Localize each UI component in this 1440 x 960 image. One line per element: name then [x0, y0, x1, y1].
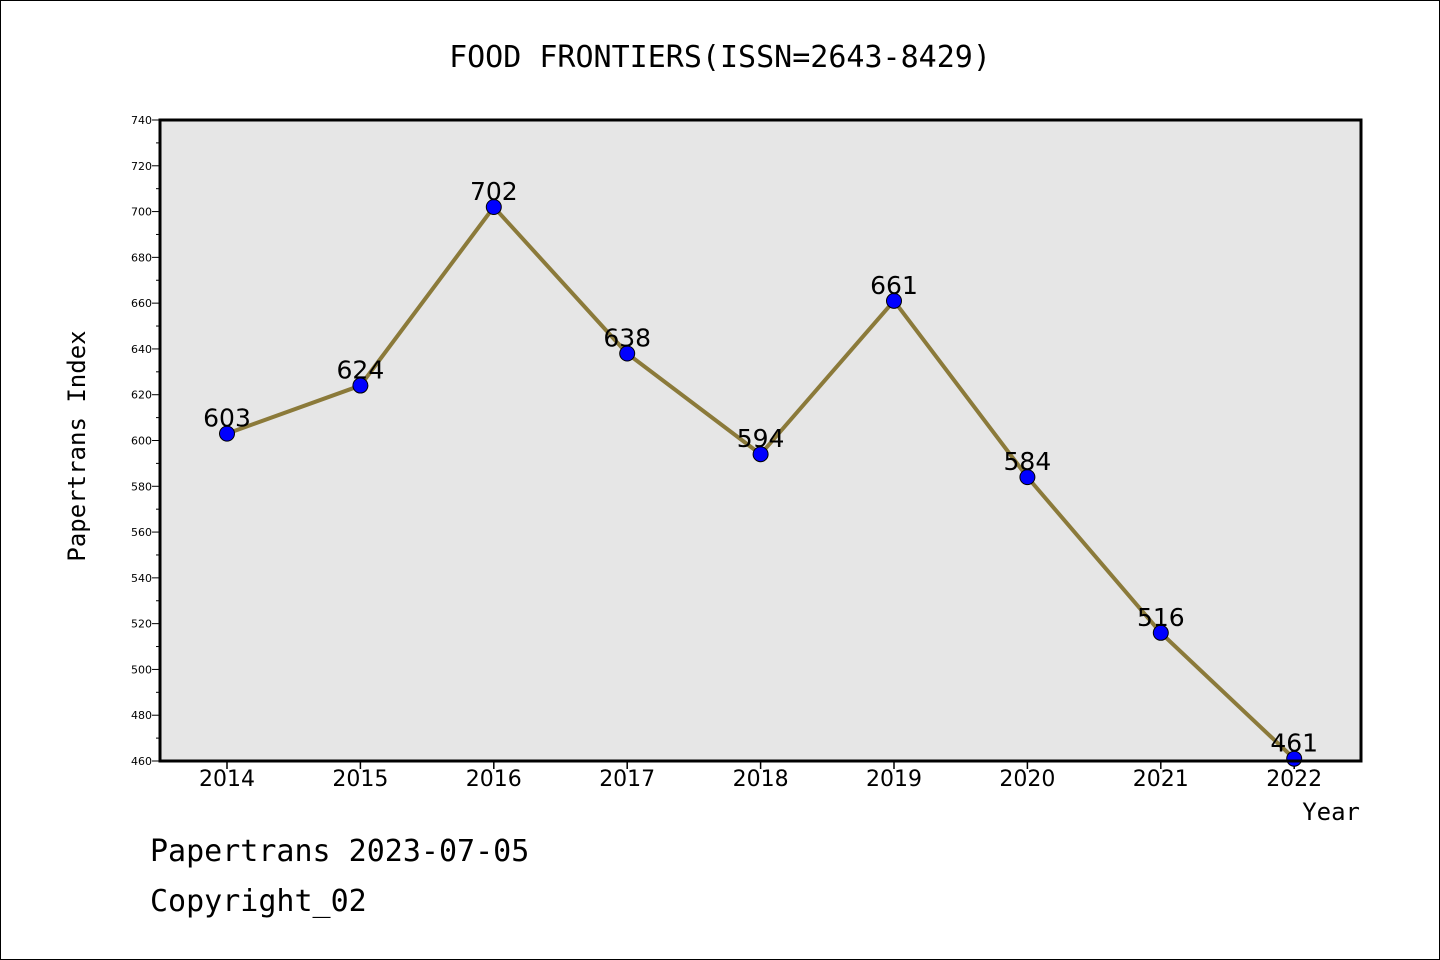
data-label: 461	[1270, 729, 1318, 758]
series-group: 603 624 702 638 594 661 584 516 461	[203, 177, 1318, 767]
y-axis: 460 480 500 520 540 560 580 600 620 640 660 680 700 7…	[131, 114, 160, 768]
y-tick-label: 580	[131, 480, 152, 493]
y-tick-label: 520	[131, 618, 152, 631]
data-point	[219, 425, 235, 442]
y-tick-label: 720	[131, 160, 152, 173]
plot-border	[158, 118, 1363, 763]
y-tick-label: 560	[131, 526, 152, 539]
y-tick-label: 480	[131, 709, 152, 722]
chart-title: FOOD FRONTIERS(ISSN=2643-8429)	[449, 40, 991, 75]
x-tick-label: 2017	[599, 767, 655, 792]
x-tick-label: 2015	[332, 767, 388, 792]
y-tick-label: 460	[131, 755, 152, 768]
data-point	[1019, 469, 1036, 486]
footer-date: Papertrans 2023-07-05	[150, 834, 530, 869]
y-tick-label: 700	[131, 206, 152, 219]
data-label: 516	[1137, 603, 1185, 632]
data-label: 638	[603, 324, 651, 353]
x-tick-label: 2018	[733, 767, 789, 792]
y-tick-label: 740	[131, 114, 152, 127]
data-label: 584	[1004, 447, 1052, 476]
y-tick-label: 660	[131, 297, 152, 310]
y-tick-label: 640	[131, 343, 152, 356]
x-tick-label: 2022	[1266, 767, 1322, 792]
plot-area	[160, 120, 1361, 761]
x-tick-label: 2020	[999, 767, 1055, 792]
data-label: 624	[337, 356, 385, 385]
y-axis-label: Papertrans Index	[63, 330, 91, 561]
y-tick-label: 680	[131, 251, 152, 264]
data-label: 702	[470, 177, 518, 206]
x-axis-label: Year	[1302, 798, 1360, 826]
x-axis: 2014 2015 2016 2017 2018 2019 2020 2021 2022	[199, 761, 1322, 792]
data-point	[485, 198, 502, 215]
x-tick-label: 2021	[1133, 767, 1189, 792]
data-label: 661	[870, 271, 918, 300]
data-point	[619, 345, 636, 362]
data-point	[886, 292, 902, 309]
y-tick-label: 600	[131, 435, 152, 448]
y-tick-label: 500	[131, 663, 152, 676]
y-tick-label: 540	[131, 572, 152, 585]
data-point	[752, 446, 769, 463]
x-tick-label: 2016	[466, 767, 522, 792]
footer-copyright: Copyright_02	[150, 884, 367, 919]
y-tick-label: 620	[131, 389, 152, 402]
data-label: 603	[203, 404, 251, 433]
x-tick-label: 2014	[199, 767, 255, 792]
x-tick-label: 2019	[866, 767, 922, 792]
data-label: 594	[737, 424, 785, 453]
data-point	[352, 377, 369, 394]
data-point	[1152, 624, 1169, 641]
